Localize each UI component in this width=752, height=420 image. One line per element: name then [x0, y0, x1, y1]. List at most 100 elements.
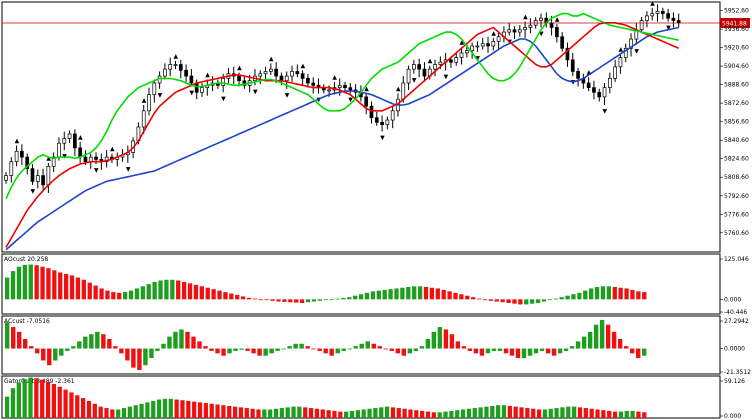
- oscillator-pane-frame: [1, 375, 721, 419]
- bull-candle: [46, 166, 51, 186]
- oscillator-bar-up: [478, 407, 483, 418]
- oscillator-pane-frame: [1, 253, 721, 315]
- ao-oscillator-pane[interactable]: AOcust 20.258 125.046 0.000 -40.446: [1, 253, 749, 316]
- bear-candle: [274, 68, 278, 77]
- oscillator-bar-up: [168, 398, 173, 418]
- fractal-up-marker: ▲: [460, 39, 465, 46]
- oscillator-bar-down: [408, 409, 413, 418]
- oscillator-bar-up: [466, 408, 472, 418]
- bear-candle: [422, 68, 427, 77]
- bear-candle: [242, 80, 247, 86]
- bear-candle: [449, 59, 453, 63]
- oscillator-bar-up: [535, 299, 541, 303]
- oscillator-bar-up: [530, 299, 535, 304]
- oscillator-bar-down: [176, 280, 181, 300]
- oscillator-bar-down: [34, 265, 39, 300]
- oscillator-bar-down: [251, 348, 256, 354]
- price-axis-label: 5856.60: [724, 119, 749, 126]
- oscillator-bar-down: [500, 299, 505, 303]
- oscillator-bar-down: [518, 299, 523, 305]
- bear-candle: [417, 64, 422, 70]
- oscillator-bar-down: [215, 348, 220, 354]
- oscillator-bar-down: [113, 346, 118, 349]
- oscillator-bar-up: [370, 291, 376, 300]
- oscillator-bar-up: [437, 327, 443, 349]
- oscillator-bar-down: [431, 412, 436, 418]
- oscillator-bar-up: [367, 408, 372, 418]
- bull-candle: [51, 156, 56, 167]
- oscillator-bar-up: [116, 409, 121, 418]
- bull-candle: [401, 82, 406, 100]
- oscillator-bar-up: [151, 400, 156, 418]
- oscillator-bar-down: [377, 346, 382, 349]
- oscillator-bar-down: [244, 408, 249, 418]
- oscillator-bar-down: [93, 285, 98, 300]
- oscillator-bar-up: [412, 286, 417, 300]
- fractal-down-marker: ▼: [30, 188, 35, 195]
- price-axis-label: 5840.60: [724, 137, 749, 144]
- oscillator-bar-up: [155, 348, 160, 351]
- oscillator-bar-up: [167, 336, 172, 349]
- bull-candle: [258, 73, 263, 77]
- oscillator-bar-down: [187, 283, 193, 300]
- alligator-teeth-line: [5, 21, 680, 248]
- oscillator-label: AOcust 20.258: [4, 256, 48, 263]
- oscillator-axis-label: 59.126: [724, 378, 745, 385]
- oscillator-bar-up: [139, 403, 144, 418]
- oscillator-bar-down: [125, 348, 130, 361]
- bull-candle: [385, 119, 390, 126]
- bear-candle: [300, 73, 305, 79]
- oscillator-bar-down: [240, 296, 246, 300]
- oscillator-bar-down: [607, 410, 612, 418]
- oscillator-bar-up: [279, 408, 284, 418]
- oscillator-bar-up: [624, 410, 629, 418]
- oscillator-bar-down: [63, 389, 68, 418]
- oscillator-bar-up: [89, 334, 94, 349]
- fractal-down-marker: ▼: [380, 135, 385, 142]
- oscillator-axis-label: 0.000: [724, 296, 741, 303]
- oscillator-bar-down: [577, 407, 583, 418]
- oscillator-bar-up: [437, 412, 442, 418]
- oscillator-bar-down: [110, 409, 115, 418]
- oscillator-bar-down: [75, 277, 81, 300]
- oscillator-bar-down: [461, 346, 467, 349]
- oscillator-bar-up: [572, 406, 577, 418]
- bull-candle: [470, 45, 474, 51]
- oscillator-bar-down: [223, 292, 228, 300]
- oscillator-bar-up: [559, 297, 564, 300]
- oscillator-bar-down: [390, 407, 396, 418]
- ac-oscillator-pane[interactable]: ACcust -7.0516 27.2942 0.0000 -21.3512: [1, 315, 751, 376]
- oscillator-bar-up: [285, 407, 290, 418]
- bear-candle: [189, 75, 194, 84]
- bear-candle: [73, 133, 77, 149]
- oscillator-bar-up: [305, 299, 311, 303]
- bear-candle: [343, 84, 347, 88]
- bull-candle: [62, 138, 67, 144]
- bull-candle: [523, 27, 527, 31]
- oscillator-bar-down: [11, 327, 16, 349]
- oscillator-bar-down: [51, 383, 57, 418]
- bear-candle: [41, 175, 45, 186]
- bear-candle: [83, 156, 88, 163]
- bull-candle: [263, 71, 268, 75]
- bear-candle: [597, 91, 602, 98]
- oscillator-bar-up: [359, 343, 364, 349]
- oscillator-bar-up: [10, 271, 16, 300]
- gator-oscillator-pane[interactable]: GatorCust 8.489 -2.361 59.126 0.000: [1, 375, 745, 420]
- oscillator-bar-down: [515, 348, 521, 359]
- bull-candle: [163, 68, 167, 77]
- oscillator-bar-down: [423, 287, 429, 300]
- bear-candle: [369, 105, 374, 119]
- fractal-up-marker: ▲: [587, 69, 592, 76]
- oscillator-bar-down: [197, 341, 202, 349]
- fractal-up-marker: ▲: [428, 58, 433, 65]
- oscillator-bar-down: [443, 329, 449, 349]
- oscillator-bar-up: [557, 348, 563, 354]
- bull-candle: [438, 61, 443, 65]
- price-pane[interactable]: ▲▼▲ ▼▲▼▲▼▲▼▲▼▲▼▲▼▲▼▲▼▲▼▲▼▲▼▲▼▲▼▲▼▲▼▲▼▲▼▲ ▼…: [1, 0, 750, 253]
- oscillator-bar-up: [317, 299, 322, 301]
- oscillator-bar-up: [128, 290, 134, 300]
- oscillator-bar-up: [263, 348, 268, 356]
- oscillator-bar-down: [317, 348, 322, 351]
- oscillator-bar-up: [287, 346, 292, 349]
